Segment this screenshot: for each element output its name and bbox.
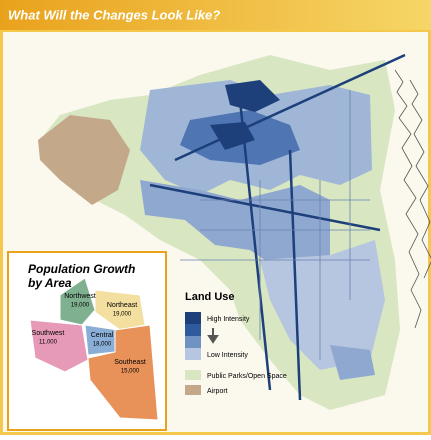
highway <box>149 53 406 401</box>
inset-title: Population Growth by Area <box>28 262 135 290</box>
legend-swatch <box>185 324 201 336</box>
airport-area <box>38 115 130 205</box>
inset-map <box>29 277 159 421</box>
low-intensity-area <box>260 240 385 370</box>
region-population: 11,000 <box>39 340 58 346</box>
legend-airport: Airport <box>207 388 228 395</box>
legend-high: High Intensity <box>207 316 250 323</box>
map <box>38 53 431 410</box>
region-name: Central <box>91 332 114 339</box>
legend-swatch-airport <box>185 385 201 395</box>
title-bar <box>0 0 431 30</box>
inset-title-line: Population Growth <box>28 262 135 276</box>
region-southwest <box>29 319 89 373</box>
region-population: 15,000 <box>121 369 140 375</box>
legend-arrow <box>207 328 219 344</box>
region-name: Southwest <box>32 330 65 337</box>
legend-swatch-low <box>185 348 201 360</box>
region-northwest <box>59 277 96 326</box>
legend-parks: Public Parks/Open Space <box>207 373 287 380</box>
legend-title: Land Use <box>185 291 235 303</box>
title: What Will the Changes Look Like? <box>8 7 220 22</box>
low-intensity-area <box>140 180 330 270</box>
legend-swatch-high <box>185 312 201 324</box>
legend-low: Low Intensity <box>207 352 248 359</box>
region-name: Northeast <box>107 302 137 309</box>
region-name: Northwest <box>64 293 96 300</box>
region-central <box>84 324 119 356</box>
high-intensity-area <box>225 80 280 112</box>
low-intensity-area <box>330 345 375 380</box>
mountains <box>394 69 431 329</box>
legend-swatch <box>185 336 201 348</box>
inset-labels: Northwest 19,000 Northeast 19,000 Southwest 1… <box>32 293 146 375</box>
region-population: 19,000 <box>71 303 90 309</box>
legend-swatch-parks <box>185 370 201 380</box>
region-name: Southeast <box>114 359 146 366</box>
inset-title-line: by Area <box>28 276 72 290</box>
region-population: 19,000 <box>113 312 132 318</box>
road <box>180 90 370 360</box>
region-southeast <box>87 324 159 421</box>
region-population: 18,000 <box>93 342 112 348</box>
